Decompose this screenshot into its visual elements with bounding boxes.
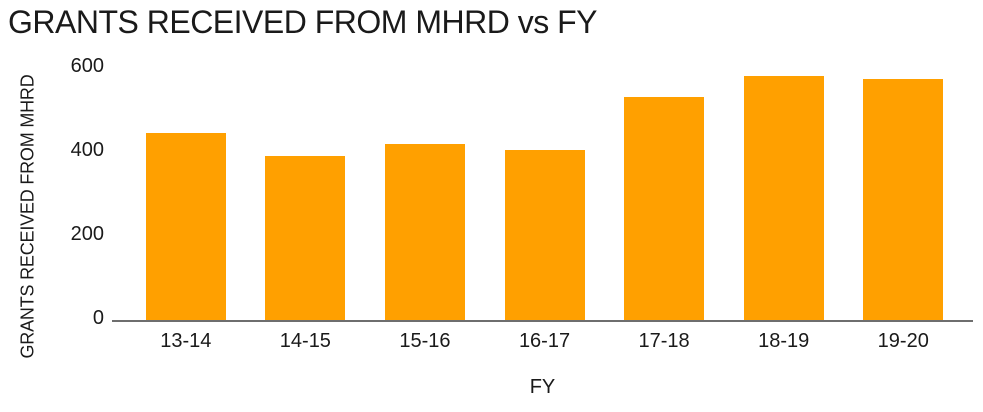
chart-title: GRANTS RECEIVED FROM MHRD vs FY — [8, 4, 597, 40]
y-tick-label: 200 — [70, 223, 104, 245]
y-tick-label: 400 — [70, 139, 104, 161]
bar-slot — [365, 68, 485, 320]
bar-slot — [724, 68, 844, 320]
plot-area — [126, 68, 963, 320]
bar-slot — [604, 68, 724, 320]
x-tick-label: 19-20 — [877, 330, 929, 352]
x-tick-label: 13-14 — [160, 330, 212, 352]
x-tick-label: 15-16 — [399, 330, 451, 352]
bar-slot — [843, 68, 963, 320]
x-axis-line — [112, 320, 973, 322]
x-axis-title: FY — [529, 376, 556, 398]
bar-slot — [485, 68, 605, 320]
bar-16-17 — [504, 149, 585, 320]
bar-15-16 — [384, 143, 465, 320]
x-tick-label: 14-15 — [279, 330, 331, 352]
bar-slot — [246, 68, 366, 320]
x-tick-label: 16-17 — [518, 330, 571, 352]
y-axis: 0 200 400 600 — [0, 0, 104, 412]
bar-13-14 — [145, 133, 226, 320]
x-tick-label: 18-19 — [758, 330, 810, 352]
bar-14-15 — [265, 156, 346, 320]
y-tick-label: 600 — [70, 55, 104, 77]
x-axis: 13-14 14-15 15-16 16-17 17-18 18-19 19-20 — [126, 330, 963, 353]
bar-18-19 — [743, 76, 824, 320]
x-tick-label: 17-18 — [638, 330, 690, 352]
bar-17-18 — [624, 97, 705, 320]
y-tick-label: 0 — [92, 307, 104, 329]
bar-slot — [126, 68, 246, 320]
bar-19-20 — [863, 78, 944, 320]
